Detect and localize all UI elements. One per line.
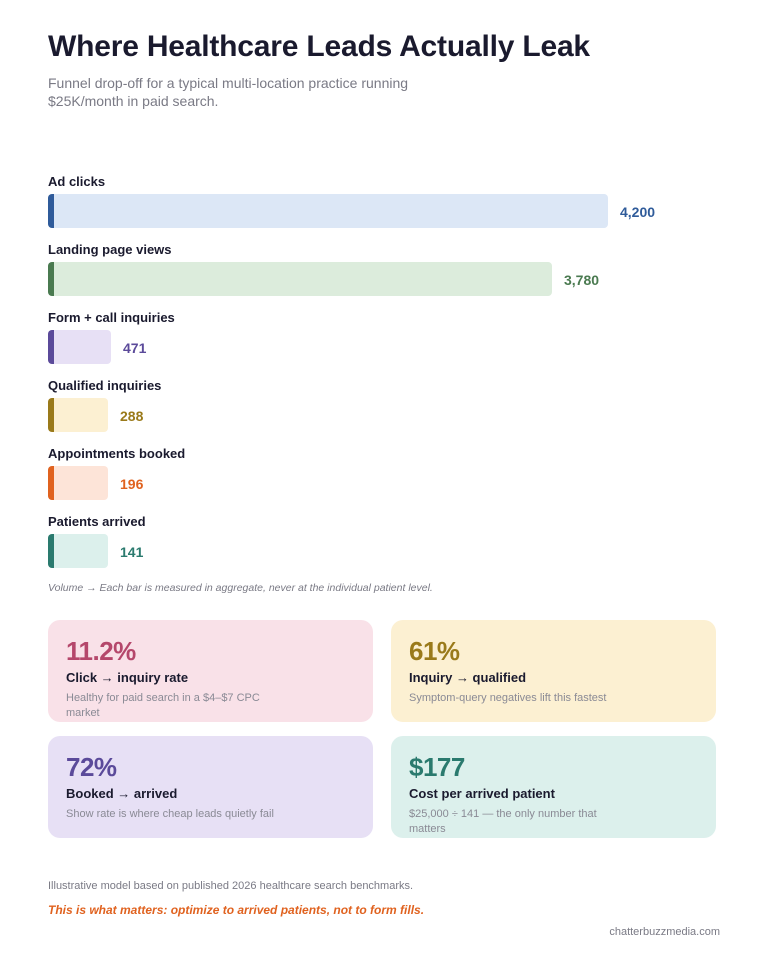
funnel-stage: Ad clicks 4,200 — [48, 174, 728, 242]
funnel-stage: Patients arrived 141 — [48, 514, 728, 582]
bar-accent — [48, 330, 54, 364]
bar-value-label: 288 — [120, 408, 144, 424]
funnel-bar — [48, 534, 108, 568]
card-title: Cost per arrived patient — [409, 786, 555, 801]
bar-accent — [48, 466, 54, 500]
page-subtitle: Funnel drop-off for a typical multi-loca… — [48, 75, 409, 109]
metric-card-booked-arrived: 72% Booked → arrived Show rate is where … — [48, 736, 373, 838]
bar-value-label: 3,780 — [564, 272, 600, 288]
metric-card-inquiry-qualified: 61% Inquiry → qualified Symptom-query ne… — [391, 620, 716, 722]
card-title: Inquiry → qualified — [409, 670, 527, 685]
funnel-bar — [48, 194, 608, 228]
bar-accent — [48, 194, 54, 228]
card-title: Click → inquiry rate — [66, 670, 189, 685]
funnel-bar — [48, 330, 111, 364]
bar-accent — [48, 534, 54, 568]
stage-label: Patients arrived — [48, 514, 146, 529]
funnel-bar — [48, 466, 108, 500]
chart-note: Volume → Each bar is measured in aggrega… — [48, 582, 433, 594]
bar-value-label: 141 — [120, 544, 144, 560]
card-description: Symptom-query negatives lift this fastes… — [409, 692, 607, 704]
card-metric: $177 — [409, 752, 465, 782]
card-description: $25,000 ÷ 141 — the only number that mat… — [409, 808, 597, 835]
site-credit: chatterbuzzmedia.com — [609, 926, 720, 938]
footnote: Illustrative model based on published 20… — [48, 880, 414, 892]
card-metric: 61% — [409, 636, 460, 666]
funnel-bar — [48, 398, 108, 432]
card-title: Booked → arrived — [66, 786, 178, 801]
funnel-stage: Qualified inquiries 288 — [48, 378, 728, 446]
bar-value-label: 196 — [120, 476, 144, 492]
metric-card-click-inquiry: 11.2% Click → inquiry rate Healthy for p… — [48, 620, 373, 722]
stage-label: Qualified inquiries — [48, 378, 162, 393]
metric-card-cost-per-patient: $177 Cost per arrived patient $25,000 ÷ … — [391, 736, 716, 838]
funnel-stage: Landing page views 3,780 — [48, 242, 728, 310]
card-metric: 72% — [66, 752, 117, 782]
funnel-stage: Form + call inquiries 471 — [48, 310, 728, 378]
card-metric: 11.2% — [66, 636, 136, 666]
bar-accent — [48, 398, 54, 432]
funnel-bar — [48, 262, 552, 296]
stage-label: Appointments booked — [48, 446, 186, 461]
card-description: Healthy for paid search in a $4–$7 CPC m… — [66, 692, 260, 719]
funnel-chart: Ad clicks 4,200 Landing page views 3,780 For… — [48, 174, 728, 582]
card-description: Show rate is where cheap leads quietly f… — [66, 808, 274, 820]
page-title: Where Healthcare Leads Actually Leak — [48, 30, 590, 63]
bar-value-label: 471 — [123, 340, 147, 356]
stage-label: Landing page views — [48, 242, 172, 257]
funnel-stage: Appointments booked 196 — [48, 446, 728, 514]
stage-label: Ad clicks — [48, 174, 106, 189]
emphasis-statement: This is what matters: optimize to arrive… — [48, 903, 425, 917]
stage-label: Form + call inquiries — [48, 310, 175, 325]
bar-accent — [48, 262, 54, 296]
bar-value-label: 4,200 — [620, 204, 656, 220]
